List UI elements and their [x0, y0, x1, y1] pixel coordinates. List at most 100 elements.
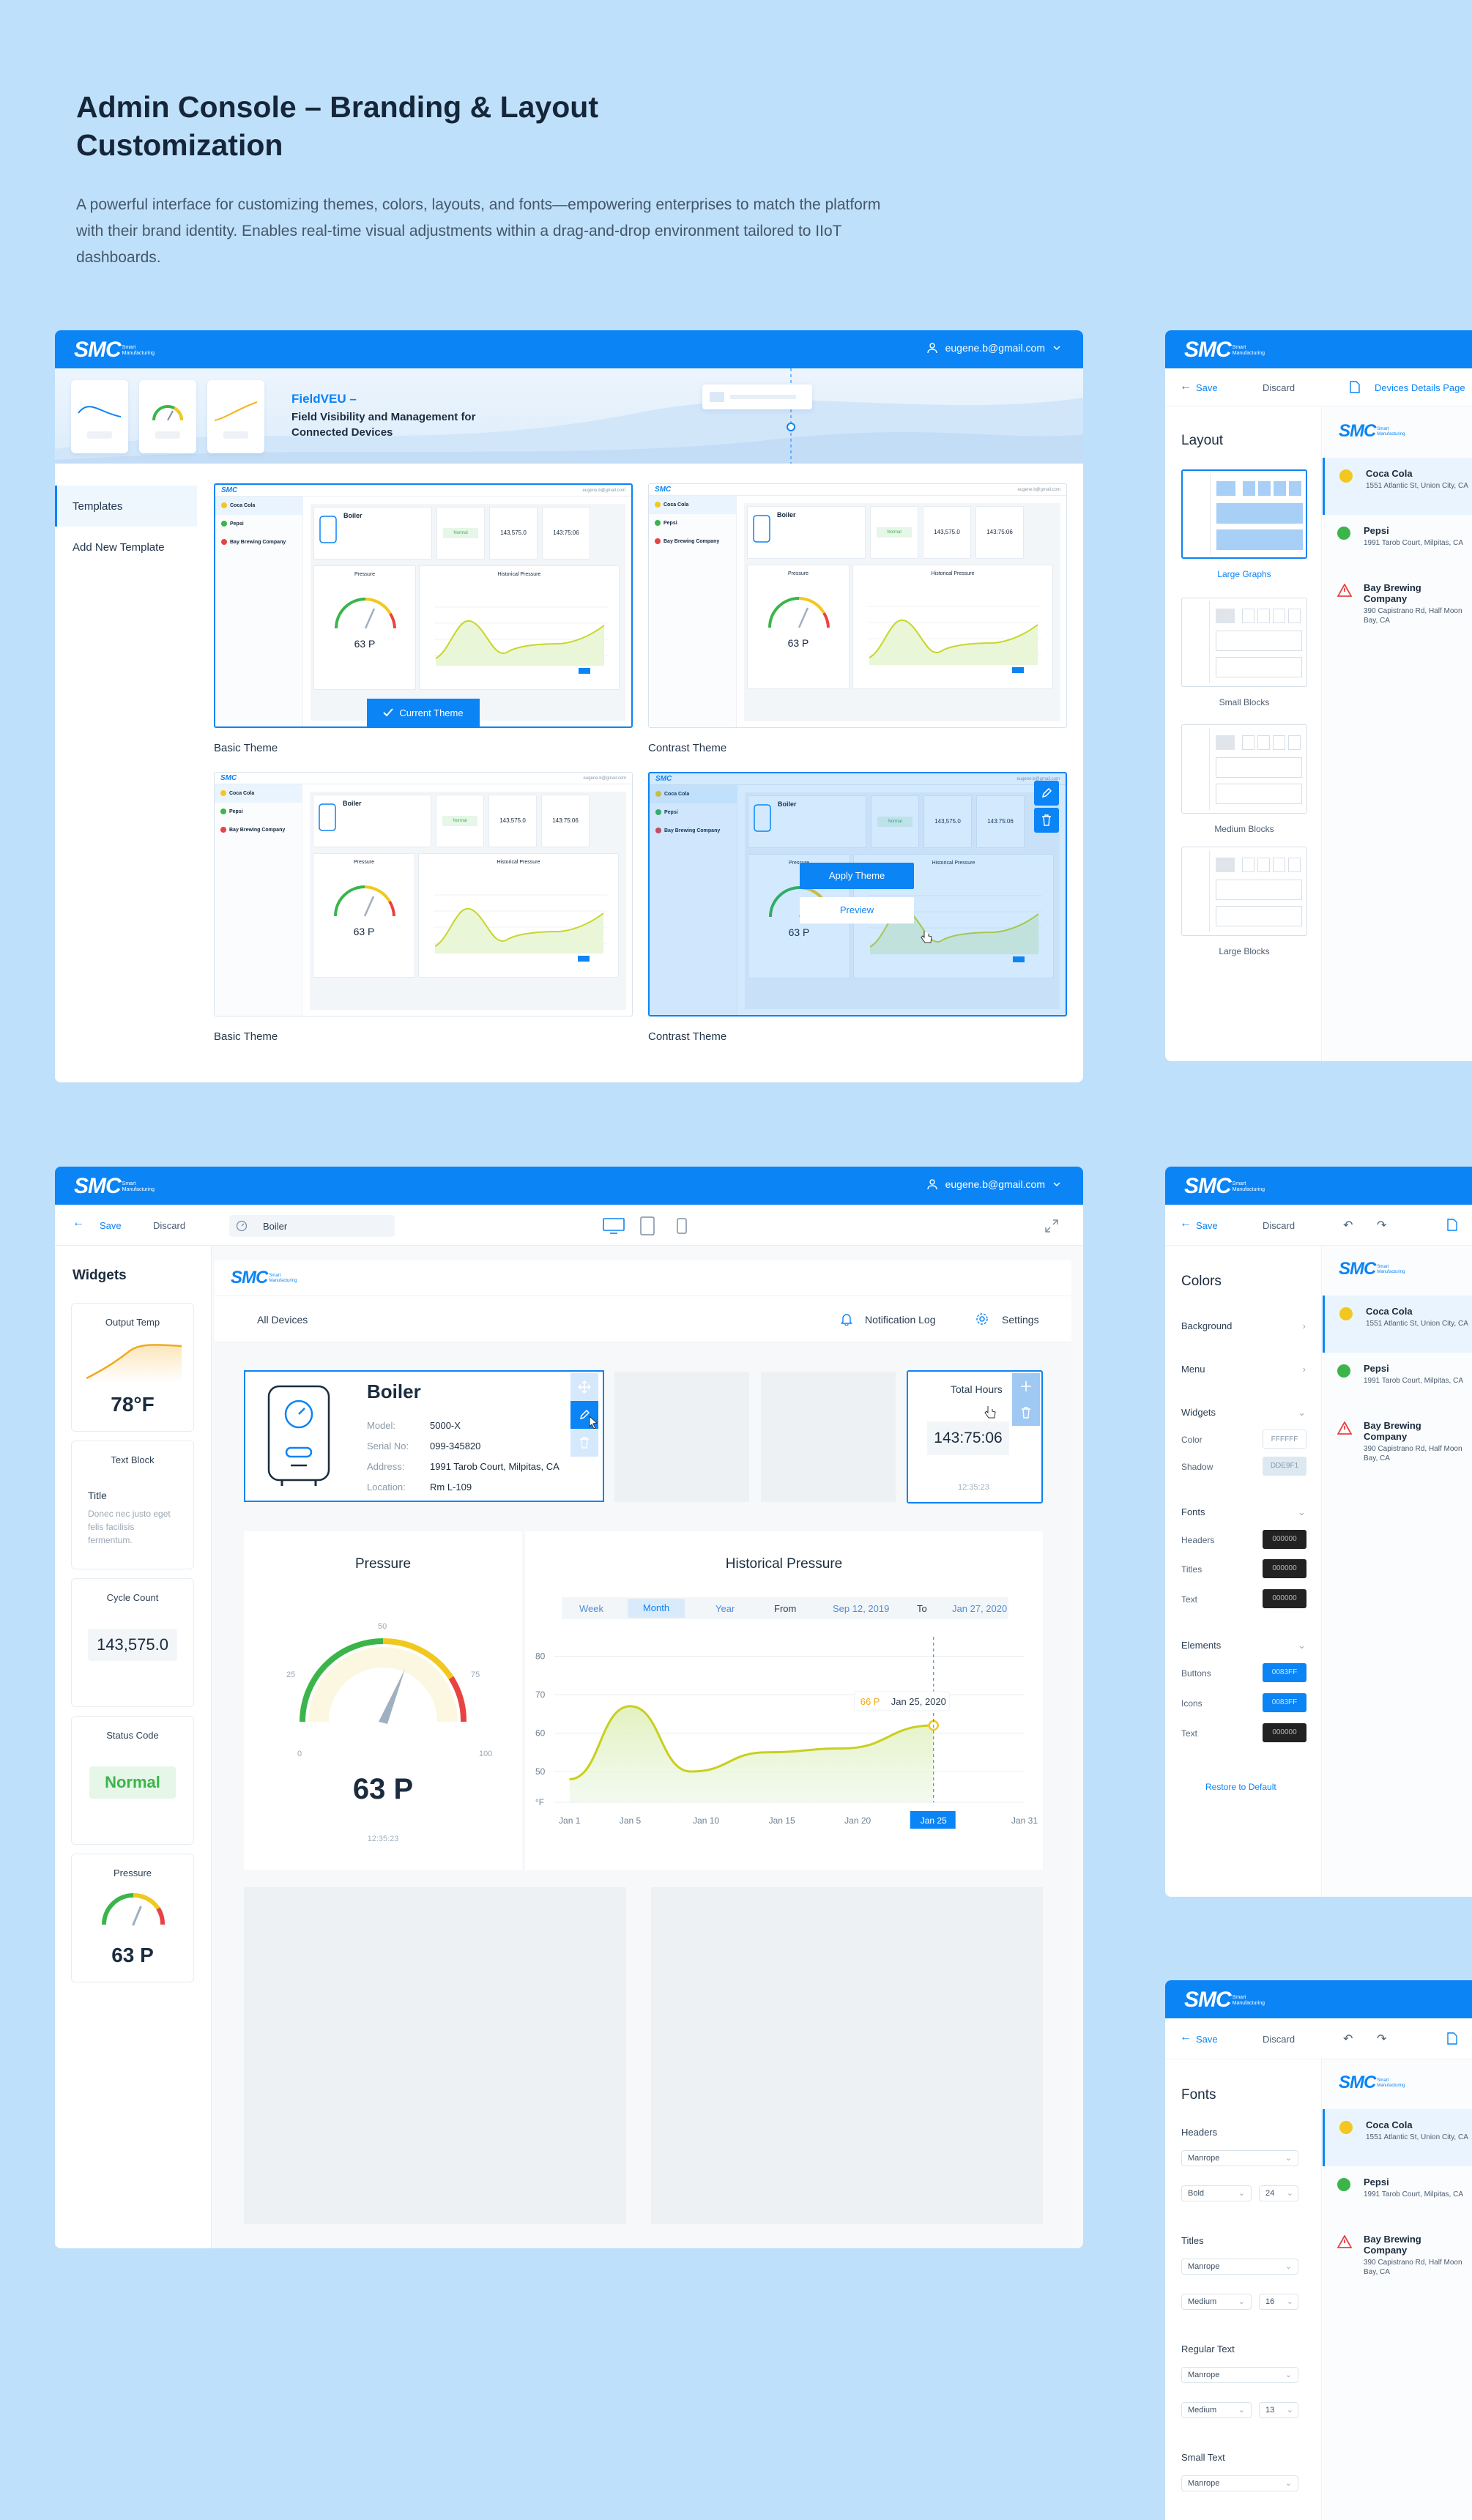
to-date[interactable]: Jan 27, 2020 — [952, 1603, 1008, 1614]
mini-gauge-card: Pressure 63 P — [747, 565, 850, 689]
device-card[interactable]: Boiler Model: 5000-X Serial No: 099-345820 A… — [244, 1370, 604, 1502]
user-menu[interactable]: eugene.b@gmail.com — [926, 1178, 1061, 1190]
discard-button[interactable]: Discard — [1263, 382, 1296, 393]
tile-edit-button[interactable] — [1034, 781, 1059, 806]
from-date[interactable]: Sep 12, 2019 — [833, 1603, 890, 1614]
trash-icon[interactable] — [570, 1429, 598, 1457]
font-weight-select[interactable]: Bold ⌄ — [1181, 2185, 1252, 2201]
widget-output-temp[interactable]: Output Temp 78°F — [71, 1303, 194, 1432]
nav-templates[interactable]: Templates — [55, 486, 197, 527]
tablet-view-icon[interactable] — [640, 1216, 655, 1235]
template-tile-contrast[interactable]: SMC eugene.b@gmail.com Coca Cola Pepsi Bay B… — [648, 483, 1067, 728]
company-item[interactable]: Bay Brewing Company 390 Capistrano Rd, Ha… — [1323, 572, 1472, 629]
section-menu[interactable]: Menu › — [1181, 1364, 1306, 1375]
save-button[interactable]: Save — [1196, 2034, 1218, 2045]
font-weight-value: Bold — [1188, 2189, 1205, 2198]
discard-button[interactable]: Discard — [1263, 1220, 1296, 1231]
top-bar: SMC Smart Manufacturing eugene.b@gmail.co… — [55, 1167, 1083, 1205]
template-tile-basic-2[interactable]: SMC eugene.b@gmail.com Coca Cola Pepsi Bay B… — [214, 772, 633, 1016]
save-button[interactable]: Save — [100, 1220, 122, 1231]
mini-hist-card: Historical Pressure — [418, 853, 619, 978]
discard-button[interactable]: Discard — [1263, 2034, 1296, 2045]
back-arrow-icon[interactable]: ← — [1180, 2031, 1192, 2043]
company-list: SMC Smart Manufacturing Coca Cola 1551 Atl… — [1323, 406, 1472, 1061]
widget-text-block[interactable]: Text Block Title Donec nec justo eget fe… — [71, 1441, 194, 1569]
font-size-select[interactable]: 16 ⌄ — [1259, 2294, 1298, 2310]
expand-icon[interactable] — [1045, 1219, 1058, 1235]
settings-link[interactable]: Settings — [1002, 1314, 1039, 1326]
mini-device-name: Boiler — [343, 512, 363, 519]
elements-section[interactable]: Elements ⌄ — [1181, 1640, 1306, 1651]
font-size-select[interactable]: 24 ⌄ — [1259, 2185, 1298, 2201]
el-buttons-swatch[interactable]: 0083FF — [1263, 1663, 1306, 1682]
tile-delete-button[interactable] — [1034, 808, 1059, 833]
layout-option-2[interactable] — [1181, 598, 1307, 687]
font-family-select[interactable]: Manrope ⌄ — [1181, 2150, 1298, 2166]
redo-icon[interactable]: ↷ — [1377, 1219, 1387, 1232]
all-devices-link[interactable]: All Devices — [257, 1314, 308, 1326]
company-item[interactable]: Pepsi 1991 Tarob Court, Milpitas, CA — [1323, 2166, 1472, 2223]
undo-icon[interactable]: ↶ — [1343, 2033, 1353, 2045]
tab-year[interactable]: Year — [715, 1603, 735, 1614]
undo-icon[interactable]: ↶ — [1343, 1219, 1353, 1232]
user-menu[interactable]: eugene.b@gmail.com — [926, 342, 1061, 354]
layout-preview-cell — [1289, 481, 1301, 496]
back-arrow-icon[interactable]: ← — [1180, 1217, 1192, 1230]
restore-default-link[interactable]: Restore to Default — [1205, 1782, 1276, 1792]
mobile-view-icon[interactable] — [677, 1218, 687, 1234]
widget-cycle-count[interactable]: Cycle Count 143,575.0 — [71, 1578, 194, 1707]
font-titles-swatch[interactable]: 000000 — [1263, 1559, 1306, 1578]
font-family-select[interactable]: Manrope ⌄ — [1181, 2367, 1298, 2383]
font-text-swatch[interactable]: 000000 — [1263, 1589, 1306, 1608]
el-text-swatch[interactable]: 000000 — [1263, 1723, 1306, 1742]
widget-status-code[interactable]: Status Code Normal — [71, 1716, 194, 1845]
widget-color-swatch[interactable]: FFFFFF — [1263, 1430, 1306, 1449]
company-item[interactable]: Coca Cola 1551 Atlantic St, Union City, C… — [1323, 458, 1472, 515]
font-weight-select[interactable]: Medium ⌄ — [1181, 2294, 1252, 2310]
layout-option-4[interactable] — [1181, 847, 1307, 936]
template-tile-basic[interactable]: SMC eugene.b@gmail.com Coca Cola Pepsi Bay B… — [214, 483, 633, 728]
redo-icon[interactable]: ↷ — [1377, 2033, 1387, 2045]
section-background[interactable]: Background › — [1181, 1320, 1306, 1331]
fonts-section[interactable]: Fonts ⌄ — [1181, 1506, 1306, 1517]
company-item[interactable]: Bay Brewing Company 390 Capistrano Rd, Ha… — [1323, 1410, 1472, 1467]
save-button[interactable]: Save — [1196, 382, 1218, 393]
template-tile-contrast-2[interactable]: SMC eugene.b@gmail.com Coca Cola Pepsi Bay B… — [648, 772, 1067, 1016]
save-button[interactable]: Save — [1196, 1220, 1218, 1231]
el-icons-swatch[interactable]: 0083FF — [1263, 1693, 1306, 1712]
font-family-select[interactable]: Manrope ⌄ — [1181, 2259, 1298, 2275]
company-item[interactable]: Coca Cola 1551 Atlantic St, Union City, C… — [1323, 1296, 1472, 1353]
desktop-view-icon[interactable] — [603, 1218, 625, 1234]
widget-shadow-swatch[interactable]: DDE9F1 — [1263, 1457, 1306, 1476]
historical-pressure-widget[interactable]: Historical Pressure Week Month Year From… — [525, 1531, 1043, 1870]
notification-log-link[interactable]: Notification Log — [865, 1314, 936, 1326]
move-icon[interactable] — [1012, 1373, 1040, 1400]
font-size-select[interactable]: 13 ⌄ — [1259, 2402, 1298, 2418]
font-weight-select[interactable]: Medium ⌄ — [1181, 2402, 1252, 2418]
device-select[interactable]: Boiler — [229, 1215, 395, 1237]
total-hours-widget[interactable]: Total Hours 143:75:06 12:35:23 — [907, 1370, 1043, 1504]
preview-button[interactable]: Preview — [800, 897, 914, 923]
back-arrow-icon[interactable]: ← — [1180, 380, 1192, 393]
widget-pressure[interactable]: Pressure 63 P — [71, 1854, 194, 1982]
font-headers-swatch[interactable]: 000000 — [1263, 1530, 1306, 1549]
company-item[interactable]: Pepsi 1991 Tarob Court, Milpitas, CA — [1323, 515, 1472, 572]
tab-week[interactable]: Week — [579, 1603, 603, 1614]
trash-icon[interactable] — [1012, 1400, 1040, 1426]
nav-add-template[interactable]: Add New Template — [55, 527, 197, 568]
page-link[interactable]: Devices Details Page — [1375, 382, 1465, 393]
section-widgets[interactable]: Widgets ⌄ — [1181, 1407, 1306, 1418]
discard-button[interactable]: Discard — [153, 1220, 186, 1231]
tab-month[interactable]: Month — [628, 1599, 685, 1618]
layout-option-1[interactable] — [1181, 469, 1307, 559]
back-arrow-icon[interactable]: ← — [73, 1216, 84, 1229]
company-item[interactable]: Bay Brewing Company 390 Capistrano Rd, Ha… — [1323, 2223, 1472, 2281]
company-item[interactable]: Coca Cola 1551 Atlantic St, Union City, C… — [1323, 2109, 1472, 2166]
apply-theme-button[interactable]: Apply Theme — [800, 863, 914, 889]
company-item[interactable]: Pepsi 1991 Tarob Court, Milpitas, CA — [1323, 1353, 1472, 1410]
gear-icon — [976, 1313, 988, 1325]
layout-option-3[interactable] — [1181, 724, 1307, 814]
move-icon[interactable] — [570, 1373, 598, 1401]
font-family-select[interactable]: Manrope ⌄ — [1181, 2475, 1298, 2491]
pressure-widget[interactable]: Pressure 0 25 50 75 100 63 P 12:35:23 — [244, 1531, 522, 1870]
